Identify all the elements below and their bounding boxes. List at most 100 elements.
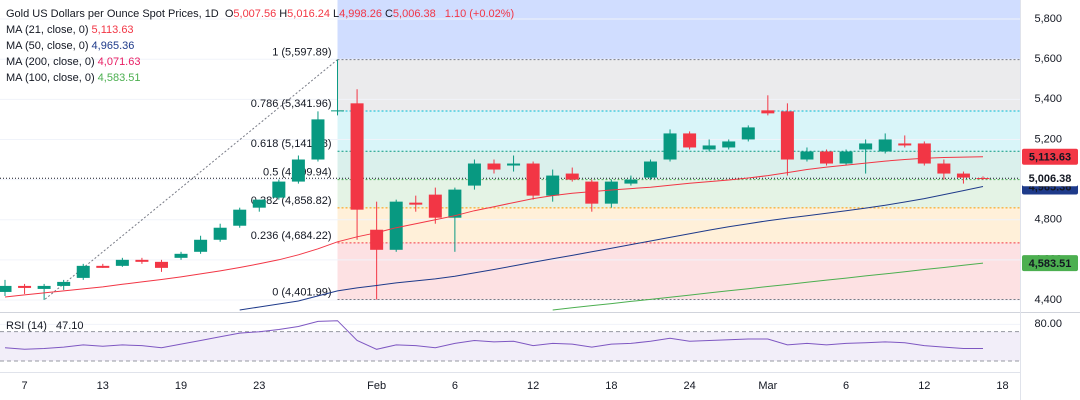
candle-body xyxy=(722,141,736,148)
rsi-band xyxy=(0,331,1020,361)
legend-value: 4,965.36 xyxy=(91,40,135,52)
fib-label: 0.618 (5,141.18) xyxy=(251,138,332,150)
candle-body xyxy=(272,181,286,198)
ohlc-value: 5,007.56 xyxy=(233,8,277,20)
candle-body xyxy=(389,201,403,250)
candle-body xyxy=(839,151,853,164)
price-badge xyxy=(1022,170,1078,187)
candle-body xyxy=(487,163,501,170)
ohlc-key: C xyxy=(384,8,393,20)
y-tick-label: 5,600 xyxy=(1034,53,1062,65)
candle-body xyxy=(526,163,540,196)
legend-entry: MA (21, close, 0) 5,113.63 xyxy=(6,22,517,38)
ma-line xyxy=(239,186,984,311)
candle-body xyxy=(135,259,149,262)
x-tick-label: 13 xyxy=(97,380,109,392)
candle-body xyxy=(507,163,521,166)
candle-body xyxy=(643,161,657,178)
ma-legend: MA (21, close, 0) 5,113.63 MA (50, close, … xyxy=(6,22,517,86)
candle-body xyxy=(370,229,384,250)
legend-value: 4,071.63 xyxy=(97,56,141,68)
title: Gold US Dollars per Ounce Spot Prices, 1… xyxy=(6,8,219,20)
fib-label: 1 (5,597.89) xyxy=(272,47,331,59)
candle-body xyxy=(917,143,931,164)
y-tick-label: 5,400 xyxy=(1034,93,1062,105)
candle-body xyxy=(311,119,325,160)
x-tick-label: 18 xyxy=(996,380,1008,392)
fib-label: 0.786 (5,341.96) xyxy=(251,98,332,110)
candle-body xyxy=(18,285,32,288)
candle-body xyxy=(976,178,990,180)
candle-body xyxy=(194,239,208,252)
candle-body xyxy=(96,265,110,268)
fib-label: 0 (4,401.99) xyxy=(272,286,331,298)
candle-body xyxy=(761,110,775,114)
candle-body xyxy=(467,163,481,186)
candle-body xyxy=(546,175,560,196)
y-tick-label: 4,400 xyxy=(1034,294,1062,306)
axes: 4,4004,6004,8005,0005,2005,4005,6005,800… xyxy=(6,13,1078,392)
candle-body xyxy=(76,265,90,278)
candle-body xyxy=(174,253,188,258)
candle-body xyxy=(57,281,71,286)
candle-body xyxy=(428,194,442,218)
candle-body xyxy=(604,181,618,204)
x-tick-label: Feb xyxy=(367,380,386,392)
x-tick-label: 12 xyxy=(918,380,930,392)
candle-body xyxy=(956,173,970,178)
fib-zone xyxy=(337,242,1020,300)
candle-body xyxy=(331,110,345,112)
rsi-name: RSI (14) xyxy=(6,320,47,332)
price-badge-label: 5,113.63 xyxy=(1029,152,1071,164)
legend-entry: MA (50, close, 0) 4,965.36 xyxy=(6,38,517,54)
legend-value: 4,583.51 xyxy=(97,72,141,84)
candle-body xyxy=(0,285,12,292)
legend-name: MA (100, close, 0) xyxy=(6,72,95,84)
rsi-value: 47.10 xyxy=(56,320,84,332)
ohlc-key: L xyxy=(333,8,340,20)
candle-body xyxy=(859,143,873,150)
price-badge-label: 4,583.51 xyxy=(1029,258,1072,270)
candle-body xyxy=(291,159,305,182)
rsi-tick-label: 80.00 xyxy=(1034,318,1062,330)
candle-body xyxy=(683,133,697,148)
x-tick-label: 6 xyxy=(843,380,849,392)
x-tick-label: 19 xyxy=(175,380,187,392)
candle-body xyxy=(937,163,951,174)
fib-extension-zone xyxy=(337,0,1020,60)
price-pane: 1 (5,597.89) 0.786 (5,341.96) 0.618 (5,141… xyxy=(0,0,1020,311)
x-tick-label: 24 xyxy=(683,380,695,392)
x-tick-label: Mar xyxy=(758,380,777,392)
candle-body xyxy=(565,173,579,180)
candle-body xyxy=(780,111,794,160)
candle-body xyxy=(878,139,892,152)
x-tick-label: 12 xyxy=(527,380,539,392)
price-badge xyxy=(1022,148,1078,165)
fib-label: 0.382 (4,858.82) xyxy=(251,195,332,207)
price-badge-label: 5,006.38 xyxy=(1029,173,1072,185)
candle-body xyxy=(213,227,227,240)
x-tick-label: 23 xyxy=(253,380,265,392)
candle-body xyxy=(409,202,423,205)
candle-body xyxy=(252,199,266,208)
candle-body xyxy=(624,179,638,184)
candle-body xyxy=(702,145,716,150)
fib-label: 0.236 (4,684.22) xyxy=(251,230,332,242)
ma-line xyxy=(552,262,984,311)
candle-body xyxy=(233,209,247,226)
candle-body xyxy=(350,103,364,210)
x-tick-label: 7 xyxy=(21,380,27,392)
rsi-pane xyxy=(0,320,1020,362)
candle-body xyxy=(115,259,129,266)
x-tick-label: 18 xyxy=(605,380,617,392)
candle-body xyxy=(154,261,168,268)
ma-line xyxy=(4,156,984,298)
candle-body xyxy=(820,151,834,164)
x-tick-label: 6 xyxy=(452,380,458,392)
fib-zone xyxy=(337,59,1020,111)
legend-name: MA (50, close, 0) xyxy=(6,40,89,52)
y-tick-label: 5,800 xyxy=(1034,13,1062,25)
y-tick-label: 4,800 xyxy=(1034,214,1062,226)
